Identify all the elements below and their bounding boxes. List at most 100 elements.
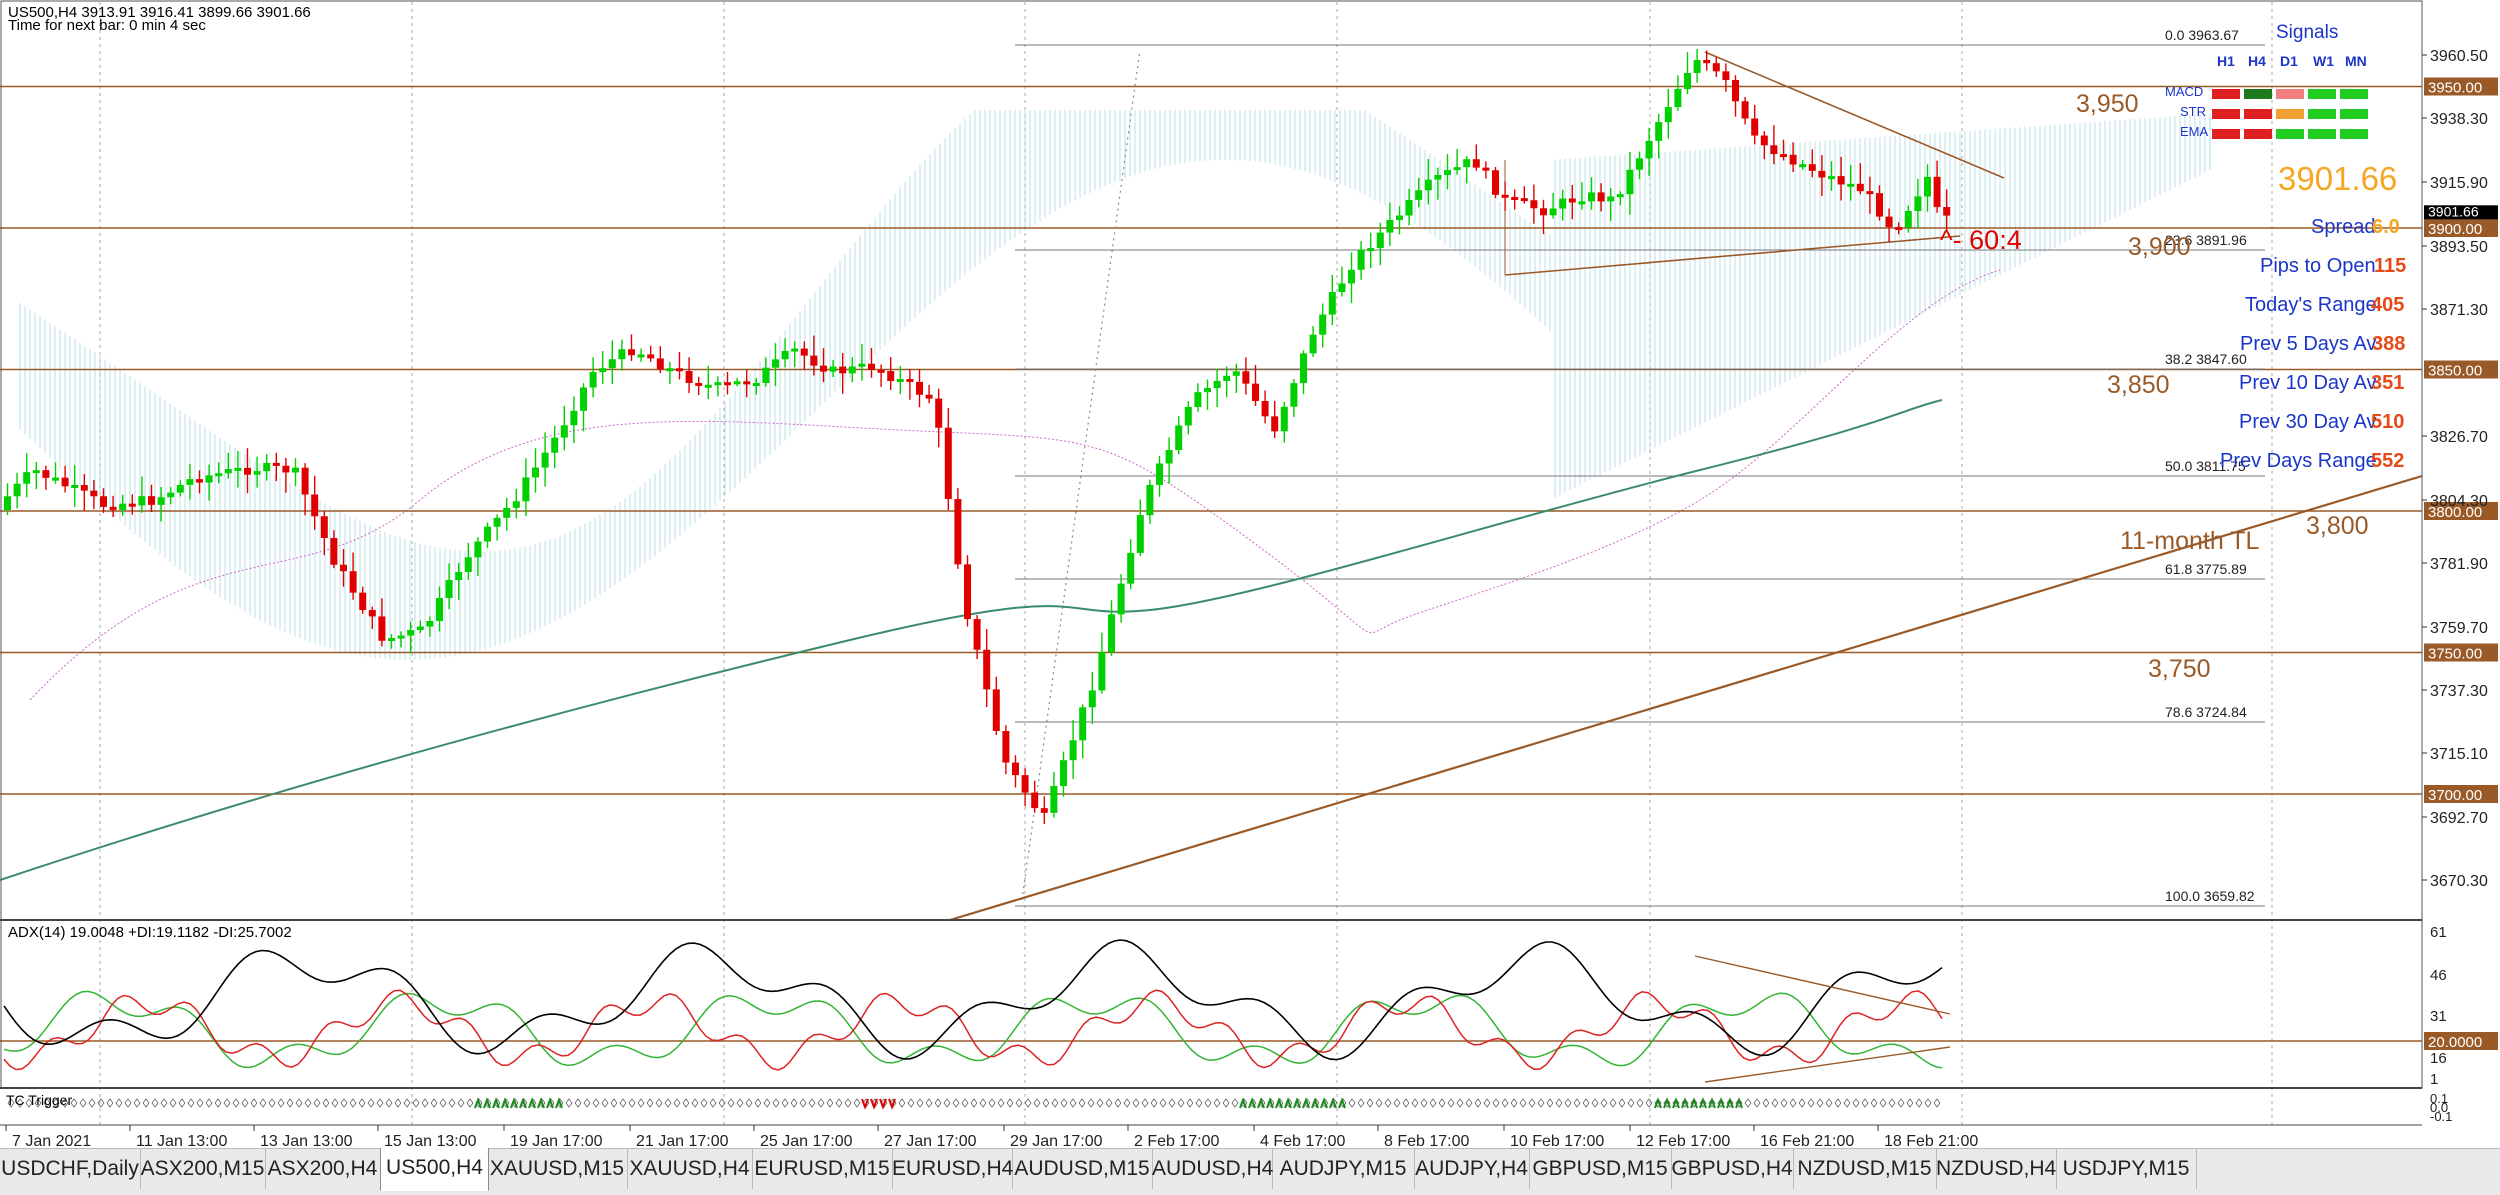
price-tick-label: 3871.30	[2430, 302, 2488, 319]
chart-tab-audusd-h4[interactable]: AUDUSD,H4	[1152, 1149, 1273, 1189]
chart-tab-usdchf-daily[interactable]: USDCHF,Daily	[0, 1149, 141, 1189]
candle-body	[1165, 449, 1173, 464]
candle-body	[234, 467, 242, 471]
candle-body	[522, 477, 530, 502]
tc-marker	[322, 1098, 330, 1108]
candle-body	[676, 368, 683, 372]
candle-body	[868, 363, 875, 370]
candle-body	[925, 394, 933, 399]
tc-marker	[466, 1098, 474, 1108]
tc-sell-arrow	[888, 1098, 896, 1110]
tc-marker	[1168, 1098, 1176, 1108]
candle-body	[1444, 170, 1451, 175]
candle-body	[781, 350, 789, 360]
tc-buy-arrow	[501, 1097, 509, 1109]
candle-body	[858, 363, 866, 367]
tc-buy-arrow	[1239, 1097, 1247, 1109]
candle-body	[1031, 792, 1039, 809]
time-tick-label: 13 Jan 13:00	[260, 1133, 353, 1148]
chart-tab-audusd-m15[interactable]: AUDUSD,M15	[1012, 1149, 1153, 1189]
tc-marker	[1852, 1098, 1860, 1108]
chart-tab-gbpusd-m15[interactable]: GBPUSD,M15	[1529, 1149, 1672, 1189]
tc-marker	[1375, 1098, 1383, 1108]
candle-body	[1808, 164, 1816, 171]
tc-marker	[1627, 1098, 1635, 1108]
candle-body	[474, 541, 482, 558]
candle-countdown: ^- 60:4	[1940, 225, 2022, 255]
candle-body	[1511, 197, 1519, 201]
wedge-upper-line	[1704, 51, 2005, 179]
price-tick-label: 3670.30	[2430, 873, 2488, 890]
candle-body	[349, 571, 357, 593]
tc-marker	[1609, 1098, 1617, 1108]
candle-body	[1732, 80, 1739, 102]
chart-tab-gbpusd-h4[interactable]: GBPUSD,H4	[1671, 1149, 1794, 1189]
candle-body	[1645, 140, 1653, 159]
candle-body	[215, 473, 223, 477]
candle-body	[1434, 174, 1442, 180]
chart-tab-asx200-h4[interactable]: ASX200,H4	[265, 1149, 381, 1189]
time-tick-label: 8 Feb 17:00	[1384, 1133, 1470, 1148]
chart-tab-audjpy-m15[interactable]: AUDJPY,M15	[1272, 1149, 1415, 1189]
signals-row-str: STR	[2180, 104, 2206, 119]
chart-tab-xauusd-h4[interactable]: XAUUSD,H4	[627, 1149, 753, 1189]
fib-label: 38.2 3847.60	[2165, 351, 2247, 367]
signals-tf-d1: D1	[2280, 53, 2298, 69]
signals-tf-h4: H4	[2248, 53, 2266, 69]
candle-body	[100, 496, 107, 507]
candle-body	[42, 470, 50, 478]
candle-body	[263, 462, 271, 472]
candle-body	[52, 477, 59, 481]
candle-body	[340, 564, 347, 572]
candle-body	[90, 490, 98, 497]
candle-body	[1232, 371, 1240, 376]
chart-tab-us500-h4[interactable]: US500,H4	[380, 1148, 489, 1191]
chart-area[interactable]: 3950.00 3900.00 3850.00 3800.00 3750.00 3700.…	[0, 0, 2500, 1148]
tc-marker	[1519, 1098, 1527, 1108]
chart-tab-eurusd-h4[interactable]: EURUSD,H4	[892, 1149, 1013, 1189]
tc-marker	[1546, 1098, 1554, 1108]
tc-marker	[1528, 1098, 1536, 1108]
tc-sell-arrow	[870, 1098, 878, 1110]
time-tick-label: 21 Jan 17:00	[636, 1133, 729, 1148]
tc-marker	[403, 1098, 411, 1108]
candle-body	[695, 382, 703, 386]
candle-body	[1530, 200, 1538, 209]
chart-tab-asx200-m15[interactable]: ASX200,M15	[140, 1149, 266, 1189]
tc-marker	[610, 1098, 618, 1108]
chart-tab-eurusd-m15[interactable]: EURUSD,M15	[752, 1149, 893, 1189]
candle-body	[743, 381, 751, 385]
chart-tab-nzdusd-m15[interactable]: NZDUSD,M15	[1793, 1149, 1937, 1189]
tc-marker	[1555, 1098, 1563, 1108]
tc-marker	[1825, 1098, 1833, 1108]
chart-tab-xauusd-m15[interactable]: XAUUSD,M15	[487, 1149, 628, 1189]
tc-marker	[1033, 1098, 1041, 1108]
chart-tab-audjpy-h4[interactable]: AUDJPY,H4	[1414, 1149, 1530, 1189]
candle-body	[1280, 406, 1288, 432]
tc-marker	[1618, 1098, 1626, 1108]
tc-marker	[619, 1098, 627, 1108]
time-tick-label: 19 Jan 17:00	[510, 1133, 603, 1148]
tc-marker	[1213, 1098, 1221, 1108]
plus-di-line	[3, 990, 1943, 1069]
tc-marker	[1501, 1098, 1509, 1108]
tc-marker	[340, 1098, 348, 1108]
candle-body	[532, 467, 539, 478]
candle-body	[301, 467, 309, 495]
tc-marker	[700, 1098, 708, 1108]
tc-marker	[457, 1098, 465, 1108]
tc-marker	[1357, 1098, 1365, 1108]
candle-body	[1204, 388, 1211, 393]
tc-marker	[1006, 1098, 1014, 1108]
chart-tab-usdjpy-m15[interactable]: USDJPY,M15	[2056, 1149, 2197, 1189]
tc-marker	[1591, 1098, 1599, 1108]
spread-value: 6.0	[2372, 216, 2400, 238]
annotation-3750: 3,750	[2148, 655, 2211, 683]
chart-tab-nzdusd-h4[interactable]: NZDUSD,H4	[1936, 1149, 2057, 1189]
candle-body	[791, 348, 799, 352]
candle-body	[1300, 353, 1307, 384]
tc-buy-arrow	[519, 1097, 527, 1109]
candle-body	[800, 348, 808, 356]
axes: 3901.66 3960.50 3938.30 3915.90 3893.50 3871.…	[0, 0, 2498, 1148]
candle-body	[1636, 158, 1643, 170]
